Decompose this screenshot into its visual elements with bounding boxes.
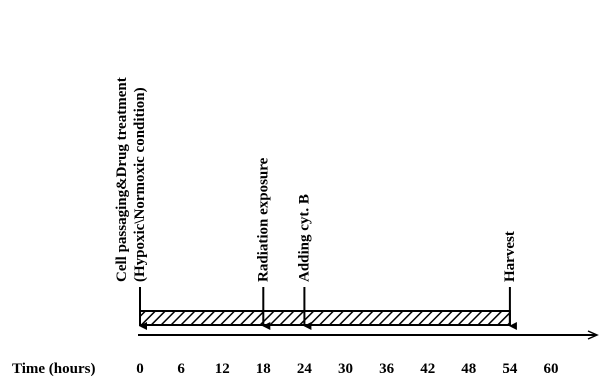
axis-ticks: 0 6 12 18 24 30 36 42 48 54 60 [136,361,558,377]
tick-label: 6 [177,361,185,377]
tick-label: 48 [461,361,476,377]
tick-label: 24 [297,361,313,377]
tick-label: 30 [338,361,353,377]
axis-title: Time (hours) [12,361,95,377]
tick-label: 42 [420,361,435,377]
event-label: Cell passaging&Drug treatment [114,77,130,282]
tick-label: 0 [136,361,144,377]
event-label: Harvest [502,231,518,282]
hatched-bar [139,310,511,326]
tick-label: 36 [379,361,395,377]
event-label: Adding cyt. B [296,194,312,282]
tick-label: 12 [215,361,230,377]
event-markers: Cell passaging&Drug treatment (Hypoxic\No… [114,77,518,330]
event-label: Radiation exposure [255,157,271,282]
tick-label: 18 [256,361,271,377]
axis-arrow-icon [587,330,599,340]
tick-label: 60 [544,361,559,377]
tick-label: 54 [502,361,518,377]
experiment-bar-group [139,310,511,326]
event-label: (Hypoxic\Normoxic condition) [132,87,148,282]
